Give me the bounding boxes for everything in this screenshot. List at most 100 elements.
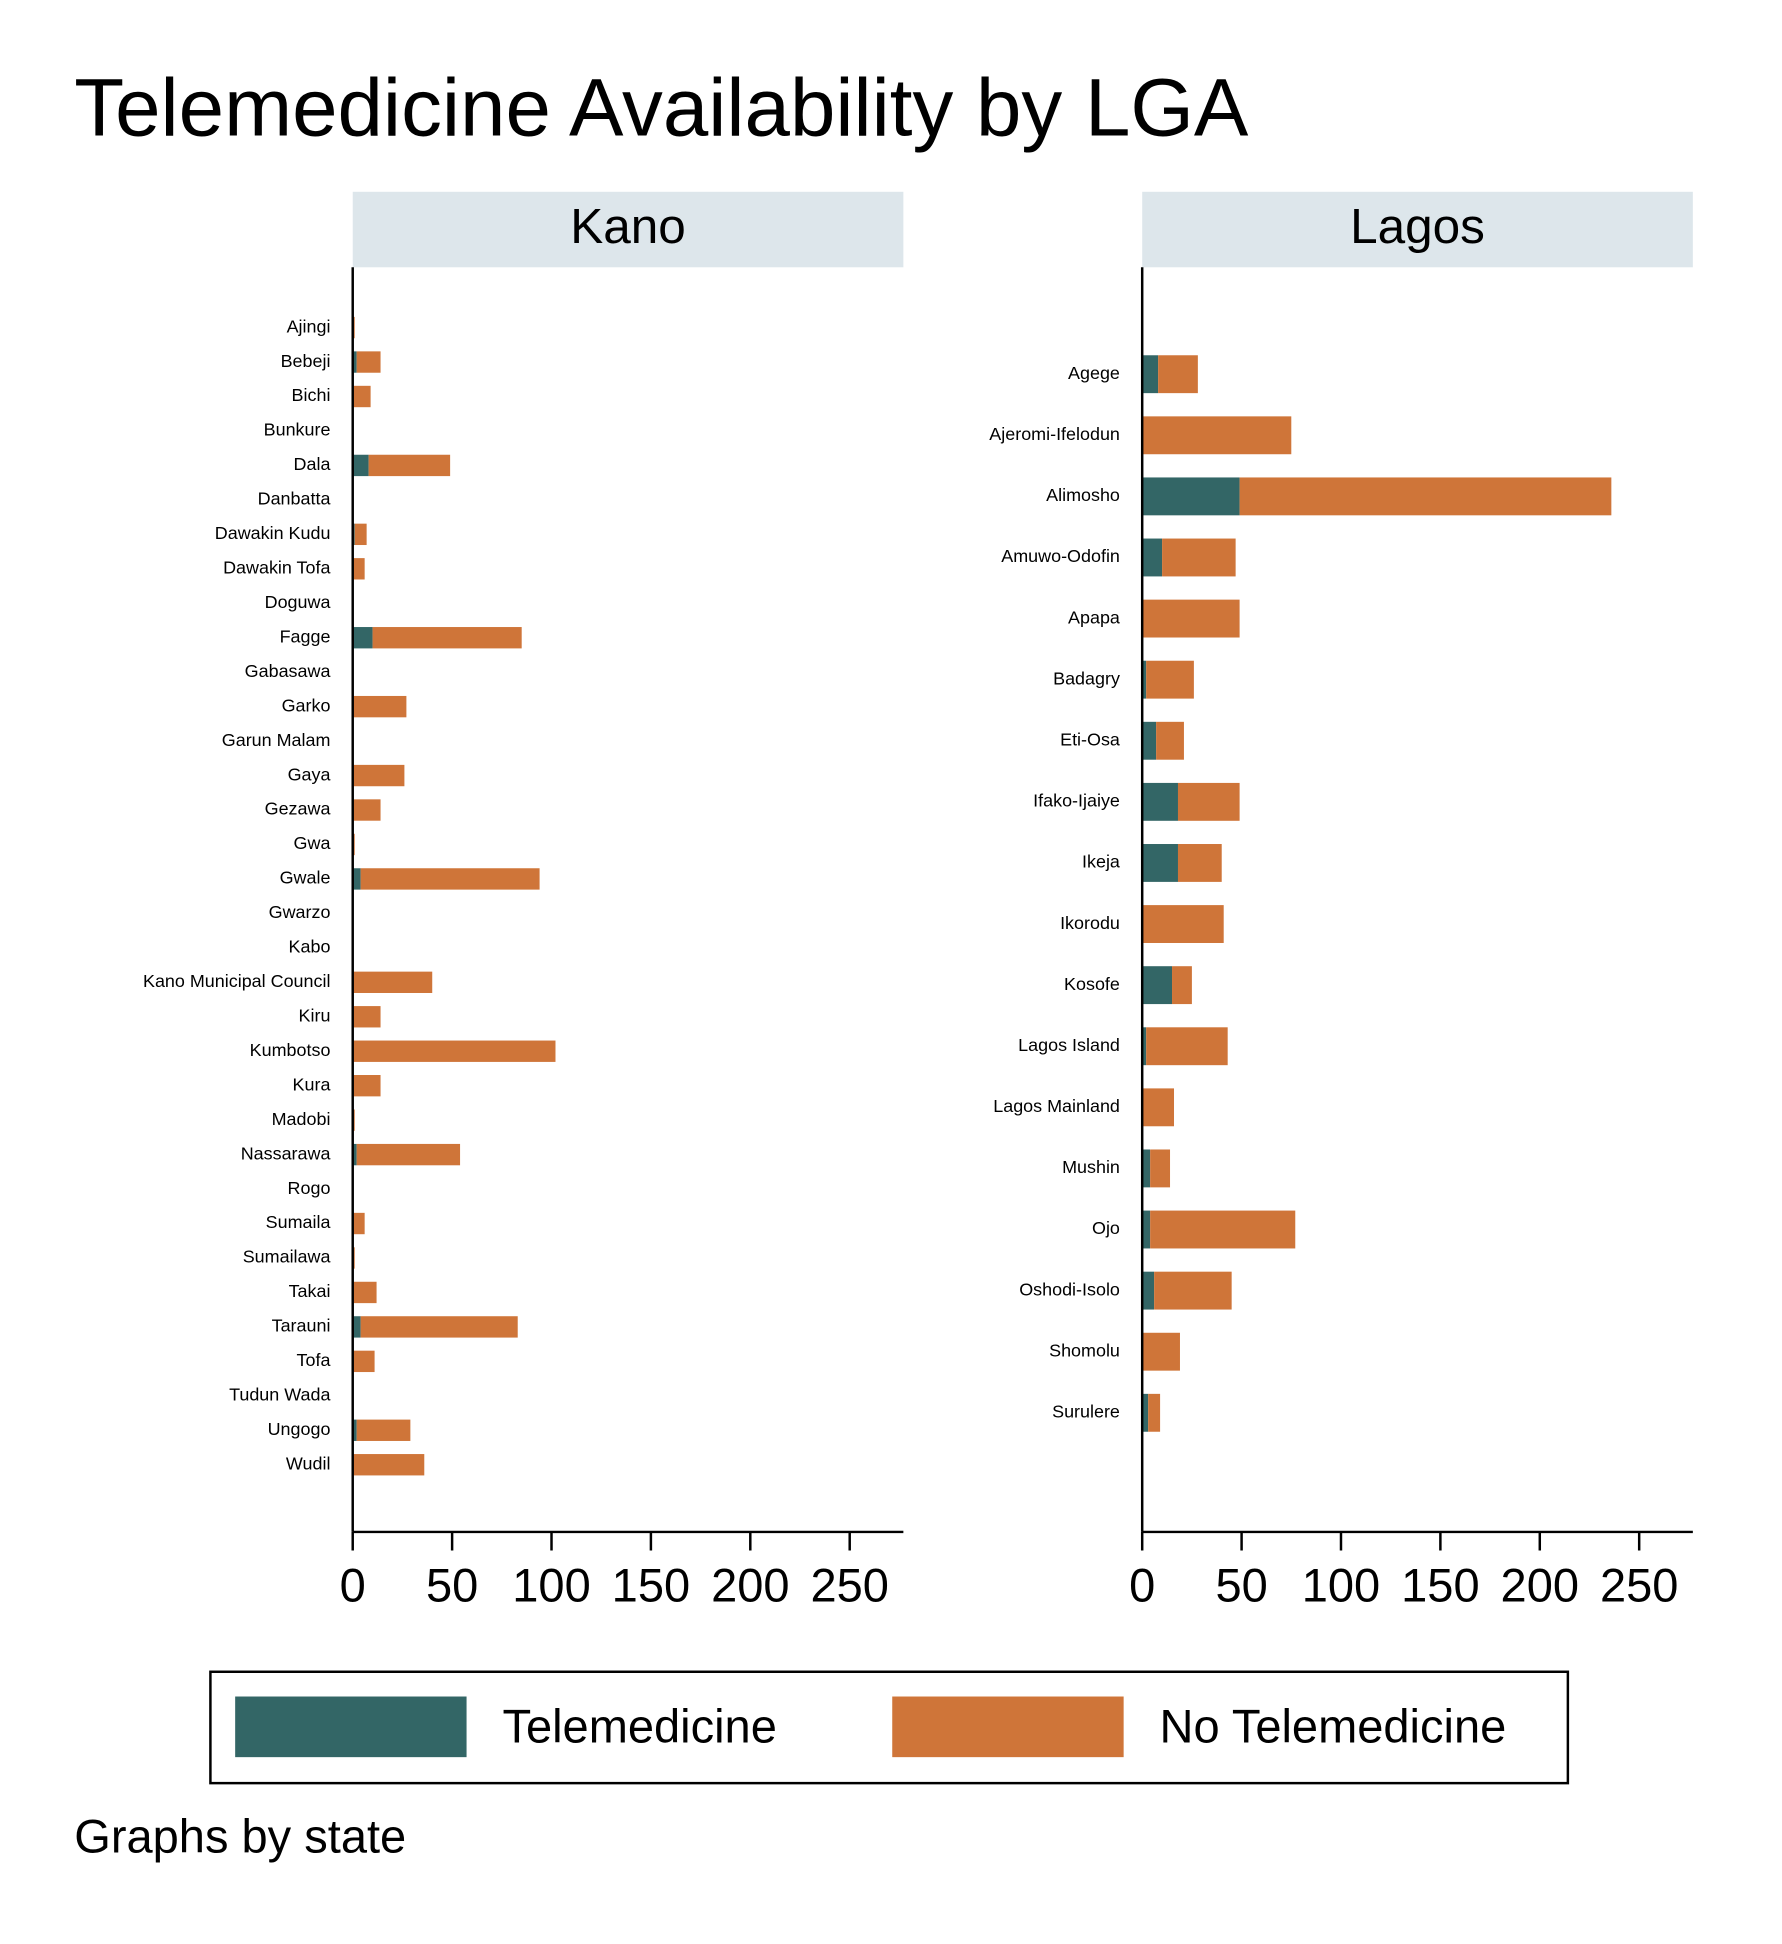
- x-tick-label: 0: [340, 1558, 366, 1611]
- y-tick-label: Dawakin Tofa: [223, 558, 330, 578]
- y-tick-label: Surulere: [1052, 1402, 1120, 1422]
- y-tick-label: Alimosho: [1046, 485, 1120, 505]
- y-tick-label: Ifako-Ijaiye: [1033, 791, 1120, 811]
- bar-segment: [1142, 844, 1178, 882]
- bar-segment: [352, 1454, 425, 1476]
- panel-title: Kano: [570, 199, 686, 254]
- y-tick-label: Takai: [289, 1281, 331, 1301]
- legend-swatch: [892, 1696, 1124, 1758]
- x-tick-label: 50: [426, 1558, 478, 1611]
- y-tick-label: Kura: [293, 1074, 331, 1094]
- bar-segment: [1142, 905, 1224, 943]
- bar-segment: [1142, 1393, 1149, 1432]
- y-tick-label: Bunkure: [264, 420, 331, 440]
- y-tick-label: Lagos Island: [1018, 1035, 1120, 1055]
- y-tick-label: Nassarawa: [241, 1143, 331, 1163]
- y-tick-label: Ojo: [1092, 1218, 1120, 1238]
- y-tick-label: Shomolu: [1049, 1340, 1120, 1360]
- y-tick-label: Gwale: [280, 868, 331, 888]
- bar-segment: [352, 1316, 361, 1338]
- bar-segment: [368, 454, 451, 477]
- bar-segment: [360, 868, 540, 890]
- bar-segment: [372, 627, 522, 649]
- y-tick-label: Amuwo-Odofin: [1001, 546, 1120, 566]
- bar-segment: [1142, 1088, 1175, 1127]
- y-tick-label: Doguwa: [265, 592, 331, 612]
- strip: [352, 191, 904, 268]
- bar-segment: [352, 1350, 375, 1373]
- y-tick-label: Kiru: [299, 1006, 331, 1026]
- bar-segment: [352, 454, 369, 477]
- y-tick-label: Gwa: [294, 833, 331, 853]
- bar-segment: [1142, 1149, 1151, 1188]
- bar-segment: [356, 351, 381, 373]
- bar-segment: [352, 1281, 377, 1304]
- bar-segment: [1150, 1149, 1171, 1188]
- y-tick-label: Rogo: [288, 1178, 331, 1198]
- bar-segment: [352, 971, 433, 993]
- y-tick-label: Apapa: [1068, 607, 1120, 627]
- x-tick-label: 250: [1600, 1558, 1678, 1611]
- bar-segment: [1239, 477, 1612, 516]
- bar-segment: [1146, 660, 1194, 699]
- y-tick-label: Sumailawa: [243, 1247, 331, 1267]
- y-tick-label: Ungogo: [268, 1419, 331, 1439]
- bar-segment: [1142, 1027, 1147, 1066]
- y-tick-label: Ajingi: [287, 316, 331, 336]
- y-tick-label: Badagry: [1053, 668, 1120, 688]
- bar-segment: [352, 1212, 365, 1235]
- x-tick-label: 150: [612, 1558, 690, 1611]
- bar-segment: [1142, 416, 1292, 455]
- bar-segment: [1142, 721, 1157, 760]
- bar-segment: [1148, 1393, 1161, 1432]
- x-tick-label: 200: [1501, 1558, 1579, 1611]
- bar-segment: [352, 764, 405, 787]
- x-tick-label: 50: [1215, 1558, 1267, 1611]
- x-tick-label: 250: [810, 1558, 888, 1611]
- bar-segment: [1142, 1210, 1151, 1249]
- bar-segment: [352, 351, 357, 373]
- y-tick-label: Bebeji: [281, 351, 331, 371]
- y-tick-label: Gabasawa: [245, 661, 331, 681]
- x-tick-label: 200: [711, 1558, 789, 1611]
- bar-segment: [1154, 1271, 1232, 1310]
- bar-segment: [1142, 1271, 1155, 1310]
- bar-segment: [352, 385, 371, 408]
- panel-title: Lagos: [1350, 199, 1485, 254]
- bar-segment: [1156, 721, 1184, 760]
- legend-label: Telemedicine: [502, 1699, 776, 1752]
- y-tick-label: Kosofe: [1064, 974, 1120, 994]
- y-tick-label: Sumaila: [266, 1212, 331, 1232]
- x-tick-label: 100: [512, 1558, 590, 1611]
- y-tick-label: Fagge: [280, 626, 331, 646]
- note: Graphs by state: [74, 1809, 406, 1862]
- y-tick-label: Kumbotso: [250, 1040, 331, 1060]
- y-tick-label: Garun Malam: [222, 730, 331, 750]
- y-tick-label: Ikorodu: [1060, 913, 1120, 933]
- bar-segment: [1150, 1210, 1296, 1249]
- bar-segment: [352, 627, 373, 649]
- y-tick-label: Kano Municipal Council: [143, 971, 330, 991]
- bar-segment: [1142, 966, 1173, 1005]
- y-tick-label: Tofa: [297, 1350, 331, 1370]
- legend-box: [209, 1670, 1570, 1785]
- y-tick-label: Garko: [282, 695, 331, 715]
- y-tick-label: Ajeromi-Ifelodun: [989, 424, 1120, 444]
- chart-title: Telemedicine Availability by LGA: [74, 62, 1249, 153]
- bar-segment: [1177, 844, 1222, 882]
- y-tick-label: Danbatta: [258, 489, 331, 509]
- bar-segment: [360, 1316, 518, 1338]
- bar-segment: [352, 1040, 556, 1062]
- bar-segment: [354, 523, 367, 546]
- bar-segment: [1142, 599, 1240, 638]
- x-tick-label: 100: [1302, 1558, 1380, 1611]
- bar-segment: [1142, 355, 1159, 394]
- y-tick-label: Gwarzo: [269, 902, 331, 922]
- bar-segment: [352, 868, 361, 890]
- bar-segment: [1146, 1027, 1228, 1066]
- y-tick-label: Kabo: [289, 937, 331, 957]
- y-tick-label: Wudil: [286, 1453, 331, 1473]
- bar-segment: [352, 558, 365, 580]
- y-tick-label: Gezawa: [265, 799, 331, 819]
- bar-segment: [1142, 477, 1240, 516]
